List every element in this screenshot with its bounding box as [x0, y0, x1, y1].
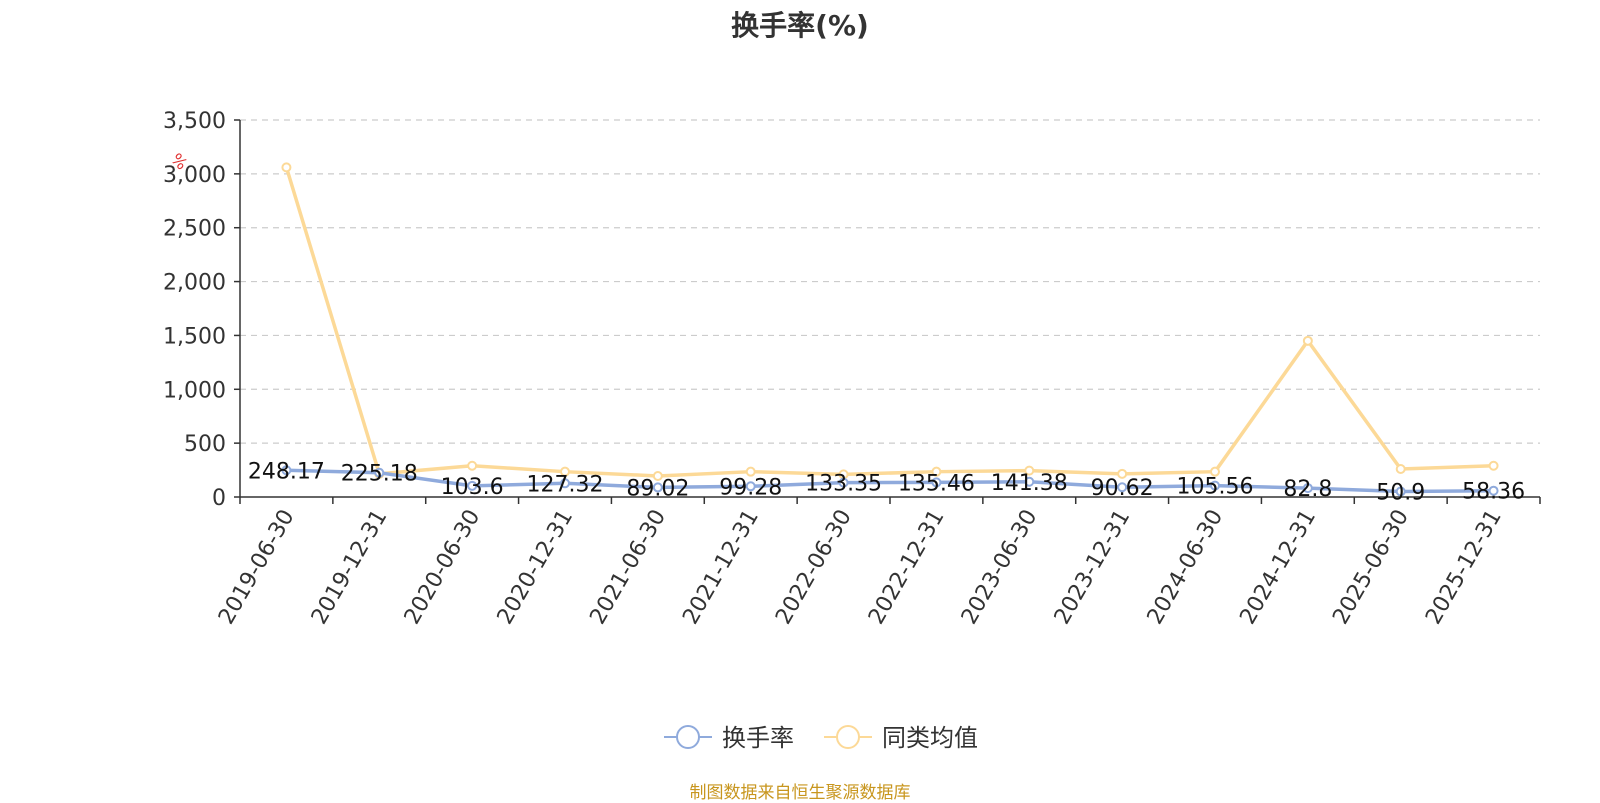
data-point: [1302, 335, 1313, 346]
data-point: [838, 477, 849, 488]
data-label: 135.46: [898, 471, 975, 496]
data-point: [1210, 480, 1220, 491]
data-point: [1117, 468, 1128, 479]
data-label: 133.35: [805, 472, 882, 497]
data-point: [1117, 482, 1128, 493]
source-note: 制图数据来自恒生聚源数据库: [689, 783, 911, 803]
y-tick-label: 3,500: [163, 109, 226, 134]
legend-label: 同类均值: [882, 724, 978, 752]
data-point: [931, 477, 942, 488]
x-tick-label: 2020-06-30: [400, 506, 486, 629]
data-point: [1488, 460, 1499, 471]
axes: 05001,0001,5002,0002,5003,0003,500%2019-…: [163, 109, 1541, 629]
data-label: 90.62: [1091, 476, 1154, 501]
data-point: [560, 466, 570, 477]
data-point: [1024, 476, 1035, 487]
data-point: [281, 162, 292, 173]
legend-label: 换手率: [722, 724, 794, 752]
data-label: 99.28: [719, 475, 782, 500]
y-tick-label: 3,000: [163, 163, 226, 188]
legend-item-1[interactable]: 同类均值: [824, 724, 978, 752]
data-point: [560, 478, 570, 489]
x-tick-label: 2023-12-31: [1050, 506, 1136, 629]
x-tick-label: 2020-12-31: [493, 506, 579, 629]
x-tick-label: 2025-12-31: [1421, 506, 1507, 629]
data-point: [652, 482, 663, 493]
data-point: [467, 480, 478, 491]
data-point: [1024, 465, 1035, 476]
series-line-0: [286, 468, 1494, 494]
chart-title: 换手率(%): [731, 9, 869, 42]
data-point: [1395, 463, 1406, 474]
data-label: 127.32: [527, 472, 604, 497]
x-tick-label: 2022-12-31: [864, 506, 950, 629]
data-label: 248.17: [248, 459, 325, 484]
series-group: [281, 162, 1499, 497]
data-label: 105.56: [1177, 475, 1254, 500]
data-point: [374, 467, 385, 478]
data-point: [745, 466, 756, 477]
grid-lines: [240, 119, 1540, 444]
x-tick-label: 2022-06-30: [771, 506, 857, 629]
data-label: 89.02: [626, 476, 689, 501]
legend-marker: [676, 725, 700, 749]
legend-marker: [836, 725, 860, 749]
data-point: [745, 481, 756, 492]
data-label: 103.6: [441, 475, 504, 500]
y-tick-label: 2,500: [163, 217, 226, 242]
x-tick-label: 2021-12-31: [678, 506, 764, 629]
series-line-1: [284, 166, 1494, 478]
data-label: 141.38: [991, 471, 1068, 496]
x-tick-label: 2019-12-31: [307, 506, 393, 629]
y-tick-label: 500: [184, 432, 226, 457]
x-tick-label: 2021-06-30: [585, 506, 671, 629]
y-tick-label: 2,000: [163, 271, 226, 296]
y-tick-label: 1,000: [163, 378, 226, 403]
legend[interactable]: 换手率 同类均值: [664, 724, 978, 752]
data-label: 50.9: [1376, 481, 1425, 506]
data-label: 58.36: [1462, 480, 1525, 505]
x-tick-label: 2024-06-30: [1143, 506, 1229, 629]
data-point: [281, 465, 292, 476]
y-tick-label: 0: [212, 486, 226, 511]
legend-item-0[interactable]: 换手率: [664, 724, 794, 752]
data-point: [1488, 485, 1499, 496]
data-point: [467, 460, 478, 471]
data-point: [1210, 466, 1220, 477]
data-label: 82.8: [1283, 477, 1332, 502]
x-tick-label: 2024-12-31: [1235, 506, 1321, 629]
data-point: [1395, 486, 1406, 497]
y-tick-label: 1,500: [163, 324, 226, 349]
data-point: [1302, 483, 1313, 494]
data-point: [931, 466, 942, 477]
data-labels: 248.17 225.18 103.6 127.32 89.02 99.28 133.35 1…: [248, 459, 1525, 505]
data-label: 225.18: [341, 462, 418, 487]
x-tick-label: 2019-06-30: [214, 506, 300, 629]
x-tick-label: 2025-06-30: [1328, 506, 1414, 629]
data-point: [652, 470, 663, 481]
x-tick-label: 2023-06-30: [957, 506, 1043, 629]
